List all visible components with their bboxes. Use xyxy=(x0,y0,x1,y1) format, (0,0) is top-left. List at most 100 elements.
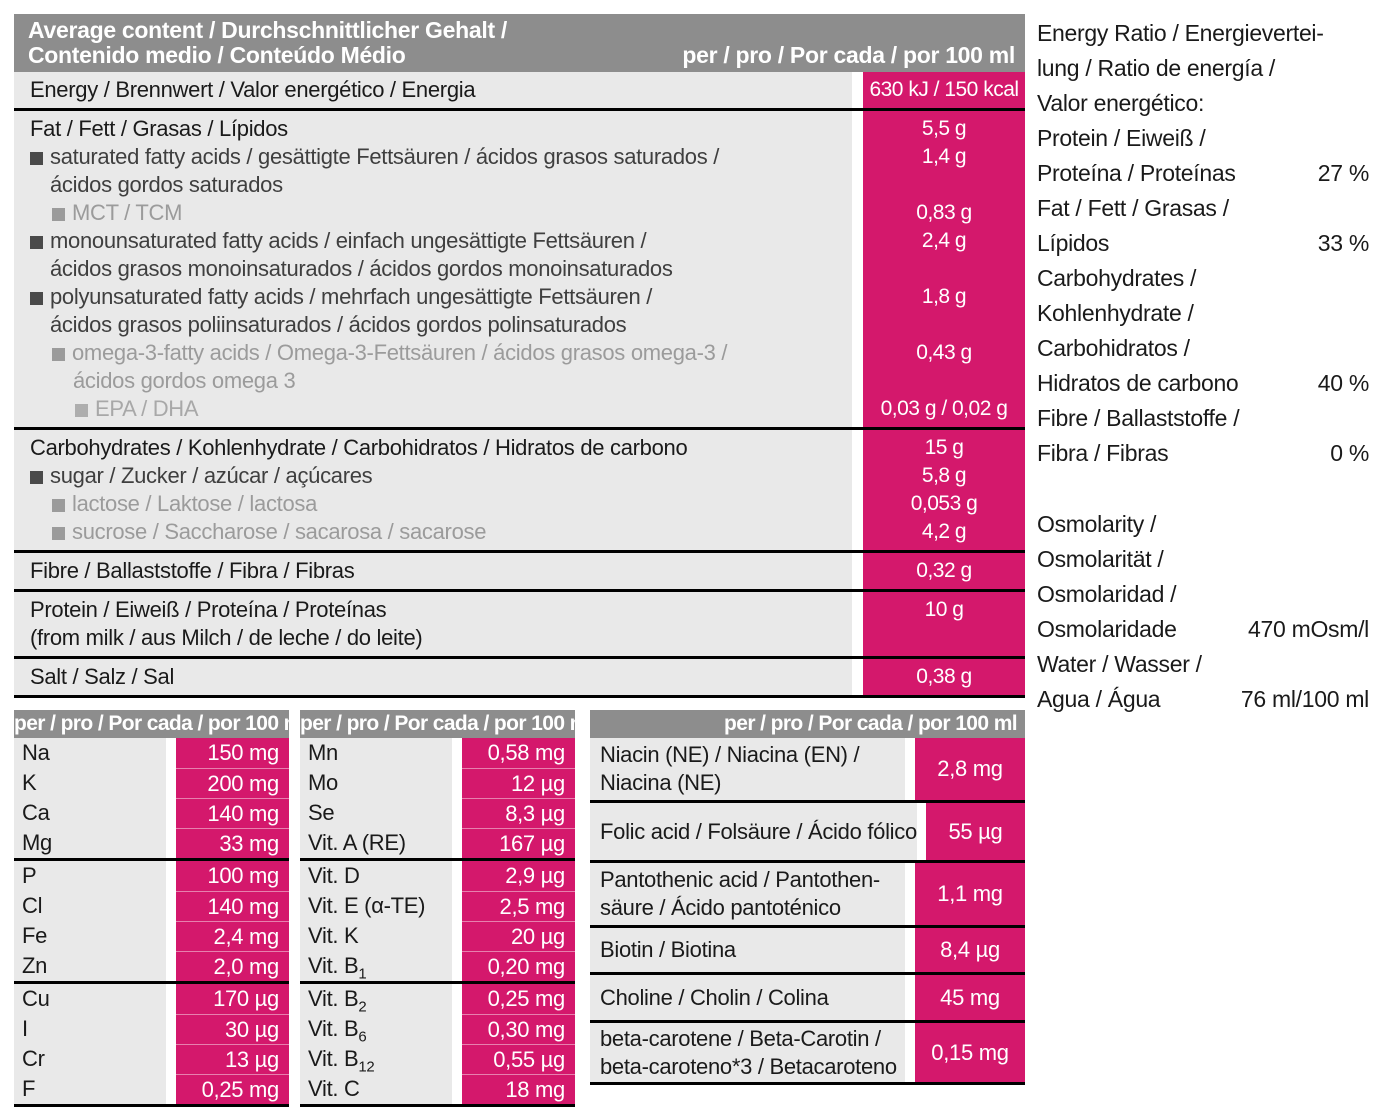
vitamins-table-2: per / pro / Por cada / por 100 ml Niacin… xyxy=(590,710,1025,1085)
fibre-ratio-value: 0 % xyxy=(1330,440,1369,466)
row-label: P xyxy=(22,863,37,888)
row-value: 33 mg xyxy=(176,828,289,858)
water-entry: Water / Wasser / Agua / Água 76 ml/100 m… xyxy=(1037,647,1369,717)
column-gap xyxy=(905,863,915,925)
sugar-value: 5,8 g xyxy=(921,464,967,487)
row-value: 13 µg xyxy=(176,1044,289,1074)
column-gap xyxy=(852,72,863,108)
ratio-entry-protein: Protein / Eiweiß / Proteína / Proteínas … xyxy=(1037,121,1369,191)
per-100ml-header: per / pro / Por cada / por 100 ml xyxy=(590,710,1025,738)
row-fat: Fat / Fett / Grasas / Lípidos saturated … xyxy=(14,111,1025,430)
fat-label: Fat / Fett / Grasas / Lípidos xyxy=(30,116,288,141)
row-value: 0,25 mg xyxy=(176,1074,289,1104)
carbs-sub-sugar: sugar / Zucker / azúcar / açúcares xyxy=(14,462,852,490)
row-niacin: Niacin (NE) / Niacina (EN) / Niacina (NE… xyxy=(590,738,1025,803)
per-100ml-header: per / pro / Por cada / por 100 ml xyxy=(300,710,594,738)
fat-value: 5,5 g xyxy=(921,117,967,140)
energy-ratio-title-line1: Energy Ratio / Energievertei- xyxy=(1037,20,1324,46)
fat-sub-polyunsaturated-cont: ácidos grasos poliinsaturados / ácidos g… xyxy=(50,312,627,337)
column-gap xyxy=(916,803,926,860)
row-biotin: Biotin / Biotina 8,4 µg xyxy=(590,928,1025,975)
osmolarity-value: 470 mOsm/l xyxy=(1248,616,1369,642)
row-label: Vit. B6 xyxy=(308,1016,367,1046)
column-gap xyxy=(166,984,176,1104)
row-value: 12 µg xyxy=(462,768,575,798)
column-gap xyxy=(905,975,915,1020)
bullet-square-icon xyxy=(52,348,65,361)
column-gap xyxy=(905,928,915,972)
vitamins-group-1: Mn Mo Se Vit. A (RE) 0,58 mg 12 µg 8,3 µ… xyxy=(300,738,575,861)
row-label: Mn xyxy=(308,740,338,765)
energy-ratio-panel: Energy Ratio / Energievertei- lung / Rat… xyxy=(1037,16,1369,717)
row-value: 8,3 µg xyxy=(462,798,575,828)
fat-sub-polyunsaturated: polyunsaturated fatty acids / mehrfach u… xyxy=(14,283,852,311)
row-value: 100 mg xyxy=(207,863,279,888)
fat-sub-epa-dha: EPA / DHA xyxy=(14,395,852,423)
carbohydrates-label: Carbohydrates / Kohlenhydrate / Carbohid… xyxy=(30,435,688,460)
ratio-entry-carbohydrates: Carbohydrates / Kohlenhydrate / Carbohid… xyxy=(1037,261,1369,401)
carbohydrates-value: 15 g xyxy=(924,436,964,459)
fibre-label-cell: Fibre / Ballaststoffe / Fibra / Fibras xyxy=(14,553,852,589)
minerals-group-1: Na K Ca Mg 150 mg 200 mg 140 mg 33 mg xyxy=(14,738,289,861)
biotin-value: 8,4 µg xyxy=(915,928,1025,972)
protein-value-cell: 10 g xyxy=(863,592,1025,656)
omega3-value: 0,43 g xyxy=(916,341,972,364)
lactose-value: 0,053 g xyxy=(910,492,978,515)
energy-value: 630 kJ / 150 kcal xyxy=(869,78,1019,101)
salt-value: 0,38 g xyxy=(916,665,972,688)
column-gap xyxy=(852,553,863,589)
row-value: 30 µg xyxy=(176,1014,289,1044)
niacin-value: 2,8 mg xyxy=(915,738,1025,800)
row-value: 2,5 mg xyxy=(462,891,575,921)
bullet-square-icon xyxy=(52,208,65,221)
carbs-sub-lactose: lactose / Laktose / lactosa xyxy=(14,490,852,518)
row-value: 170 µg xyxy=(213,986,279,1011)
row-value: 200 mg xyxy=(176,768,289,798)
row-value: 2,4 mg xyxy=(176,921,289,951)
per-100ml-header: per / pro / Por cada / por 100 ml xyxy=(14,710,308,738)
fat-sub-monounsaturated-cont: ácidos grasos monoinsaturados / ácidos g… xyxy=(50,256,673,281)
salt-label-cell: Salt / Salz / Sal xyxy=(14,659,852,695)
protein-ratio-value: 27 % xyxy=(1317,160,1370,186)
monounsaturated-value: 2,4 g xyxy=(921,229,967,252)
column-gap xyxy=(852,659,863,695)
row-label: Vit. B1 xyxy=(308,953,367,983)
salt-label: Salt / Salz / Sal xyxy=(30,664,175,689)
energy-ratio-title-line3: Valor energético: xyxy=(1037,90,1205,116)
choline-value: 45 mg xyxy=(915,975,1025,1020)
energy-ratio-title-line2: lung / Ratio de energía / xyxy=(1037,55,1275,81)
mct-value: 0,83 g xyxy=(916,201,972,224)
protein-value: 10 g xyxy=(924,598,964,621)
vitamins-group-2: Vit. D Vit. E (α-TE) Vit. K Vit. B1 2,9 … xyxy=(300,861,575,984)
table-title-line1: Average content / Durchschnittlicher Geh… xyxy=(28,17,507,43)
column-gap xyxy=(452,861,462,981)
vitamins-group-3: Vit. B2 Vit. B6 Vit. B12 Vit. C 0,25 mg … xyxy=(300,984,575,1107)
row-value: 150 mg xyxy=(207,740,279,765)
ratio-entry-fibre: Fibre / Ballaststoffe / Fibra / Fibras 0… xyxy=(1037,401,1369,471)
energy-label-cell: Energy / Brennwert / Valor energético / … xyxy=(14,72,852,108)
fat-sub-mct: MCT / TCM xyxy=(14,199,852,227)
average-content-table: Average content / Durchschnittlicher Geh… xyxy=(14,14,1025,698)
sucrose-value: 4,2 g xyxy=(921,520,967,543)
carbs-sub-sucrose: sucrose / Saccharose / sacarosa / sacaro… xyxy=(14,518,852,546)
row-value: 0,55 µg xyxy=(462,1044,575,1074)
protein-label: Protein / Eiweiß / Proteína / Proteínas xyxy=(30,597,387,622)
row-value: 2,0 mg xyxy=(176,951,289,981)
row-label: Vit. B2 xyxy=(308,986,367,1016)
vitamins-table: per / pro / Por cada / por 100 ml Mn Mo … xyxy=(300,710,594,1107)
osmolarity-entry: Osmolarity / Osmolarität / Osmolaridad /… xyxy=(1037,507,1369,647)
row-value: 20 µg xyxy=(462,921,575,951)
column-gap xyxy=(166,861,176,981)
column-gap xyxy=(852,430,863,550)
column-gap xyxy=(852,592,863,656)
row-value: 140 mg xyxy=(176,798,289,828)
carbohydrates-ratio-value: 40 % xyxy=(1317,370,1370,396)
salt-value-cell: 0,38 g xyxy=(863,659,1025,695)
row-value: 2,9 µg xyxy=(505,863,565,888)
row-value: 0,25 mg xyxy=(487,986,566,1011)
row-choline: Choline / Cholin / Colina 45 mg xyxy=(590,975,1025,1023)
column-gap xyxy=(452,984,462,1104)
energy-value-cell: 630 kJ / 150 kcal xyxy=(863,72,1025,108)
row-value: 0,30 mg xyxy=(462,1014,575,1044)
